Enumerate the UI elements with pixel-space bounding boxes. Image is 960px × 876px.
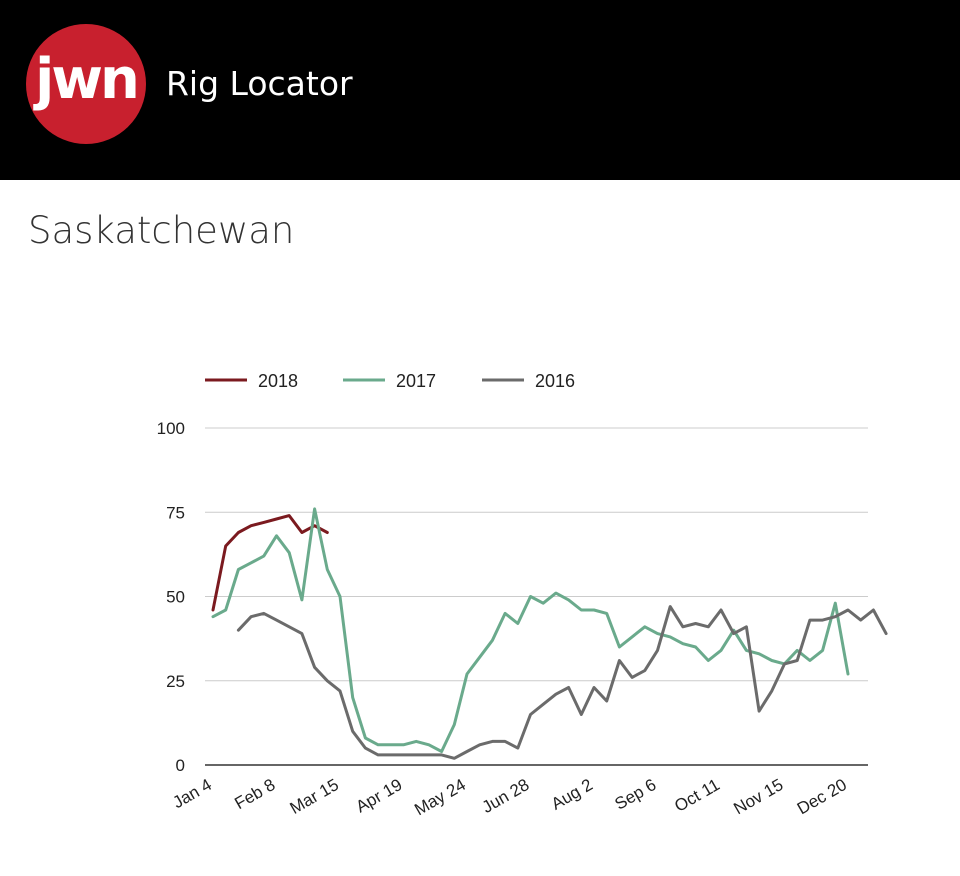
x-tick-label: Apr 19	[353, 775, 406, 817]
x-tick-label: May 24	[411, 775, 469, 819]
x-tick-label: Mar 15	[287, 775, 342, 818]
x-tick-label: Sep 6	[612, 775, 660, 814]
x-tick-label: Nov 15	[730, 775, 786, 818]
x-tick-label: Dec 20	[794, 775, 850, 818]
y-tick-label: 75	[166, 503, 185, 522]
page-title: Saskatchewan	[28, 209, 295, 252]
app-title: Rig Locator	[166, 64, 353, 103]
rig-count-line-chart: 0 25 50 75 100 Jan 4 Feb 8 Mar 15 Apr 19 May 24 Ju…	[157, 371, 888, 819]
x-tick-label: Oct 11	[671, 775, 723, 816]
x-tick-label: Aug 2	[548, 775, 596, 814]
legend-label-2017: 2017	[396, 371, 436, 391]
y-tick-label: 50	[166, 588, 185, 607]
logo-text: jwn	[35, 47, 140, 112]
jwn-logo[interactable]: jwn	[26, 24, 146, 144]
x-tick-label: Jan 4	[169, 775, 215, 812]
x-tick-label: Jun 28	[479, 775, 533, 817]
legend-label-2018: 2018	[258, 371, 298, 391]
series-line-2018	[211, 514, 329, 612]
series-line-2016	[236, 605, 888, 760]
legend-label-2016: 2016	[535, 371, 575, 391]
app-header: jwn Rig Locator	[0, 0, 960, 180]
y-tick-label: 0	[176, 756, 185, 775]
series-line-2017	[211, 507, 850, 753]
x-tick-label: Feb 8	[231, 775, 278, 813]
y-tick-label: 25	[166, 672, 185, 691]
y-tick-label: 100	[157, 419, 185, 438]
